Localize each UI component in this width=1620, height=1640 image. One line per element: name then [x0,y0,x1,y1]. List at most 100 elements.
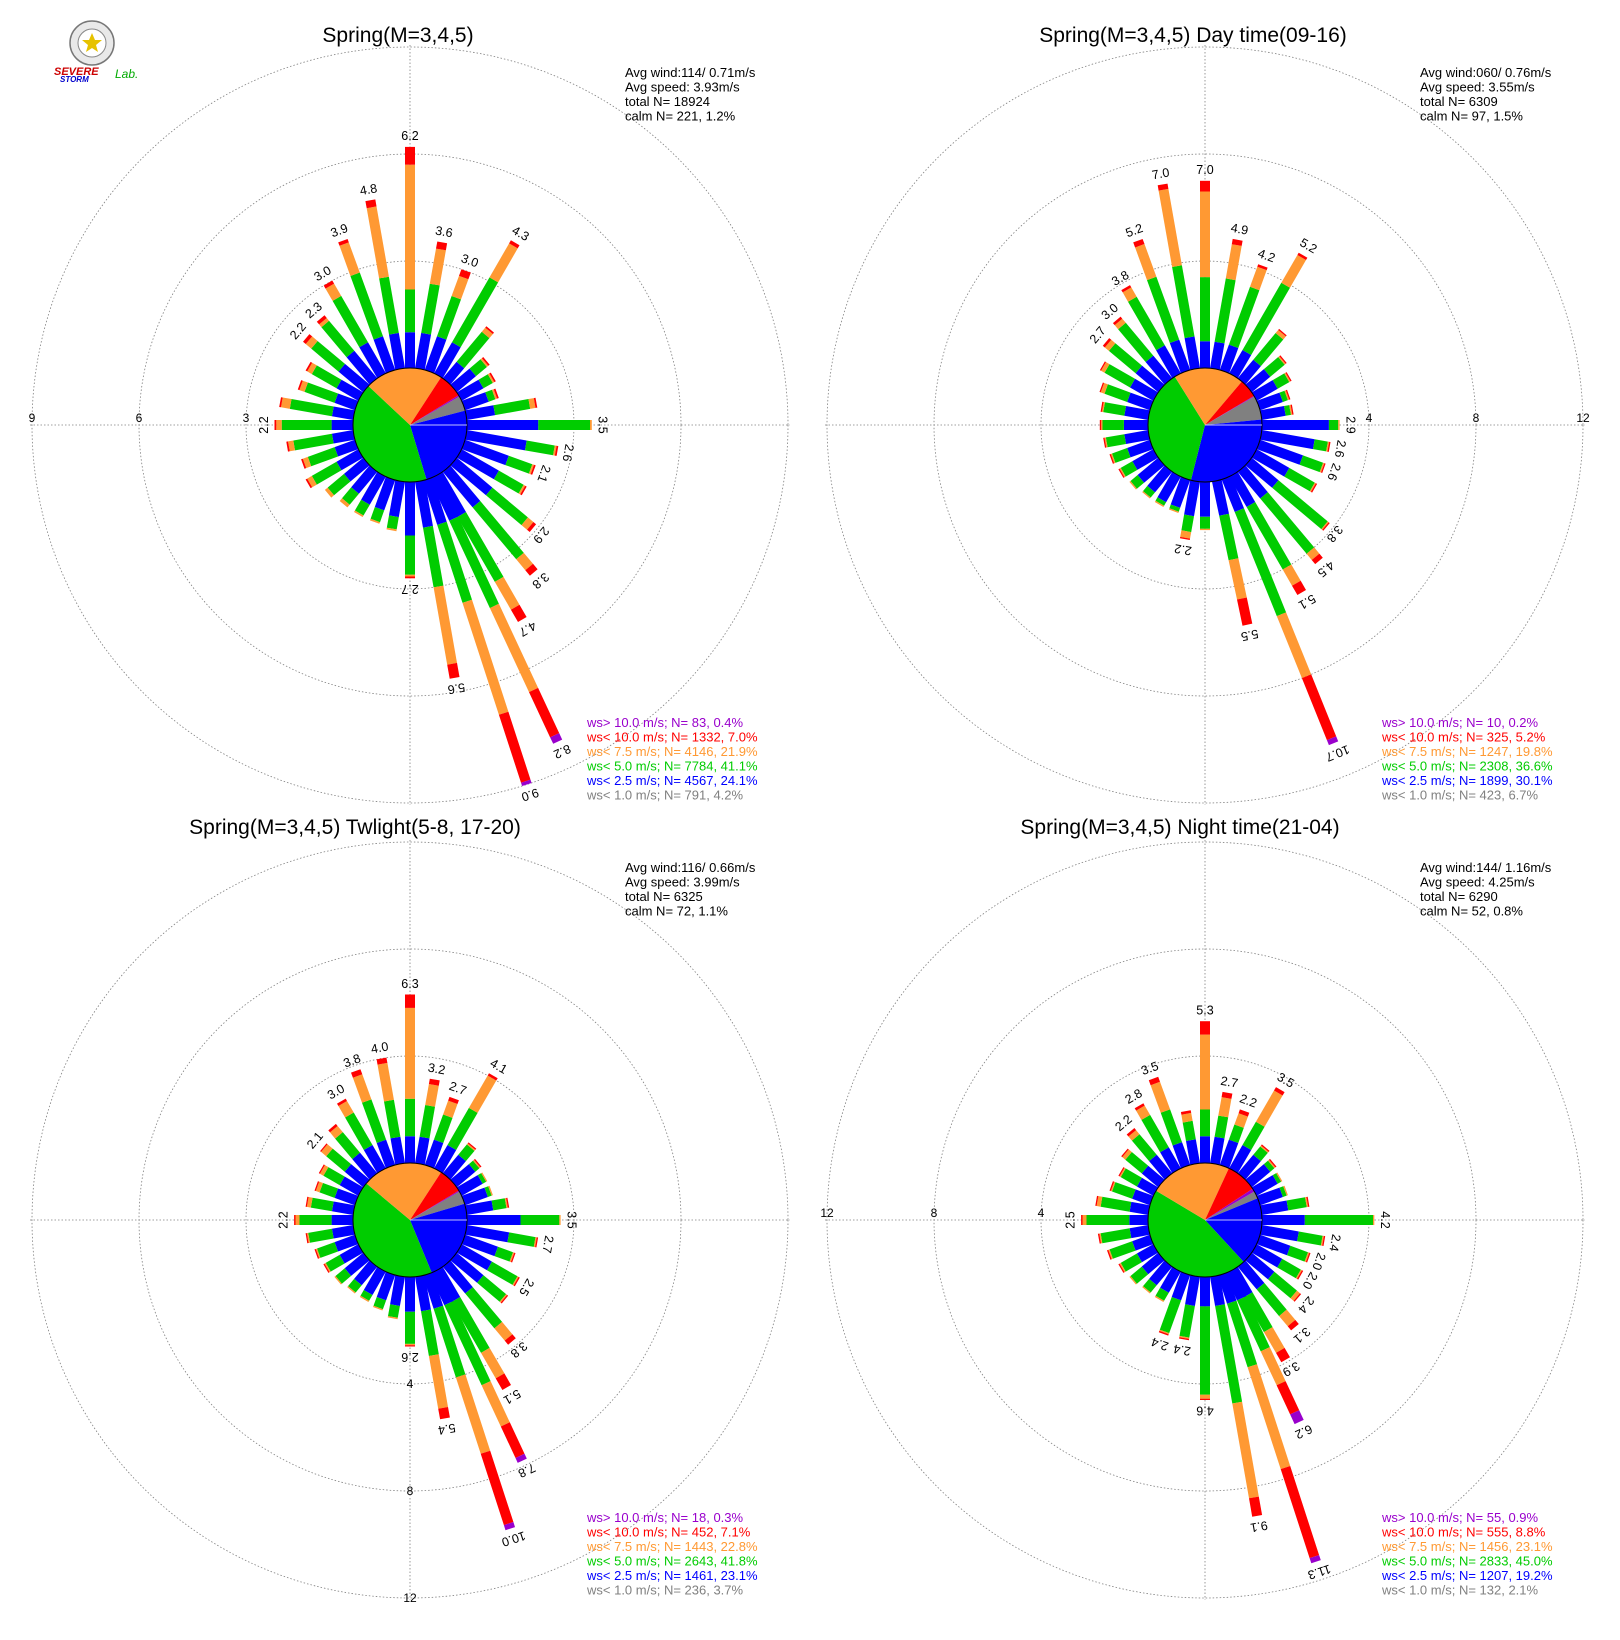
bar-segment-lt2_5 [336,449,364,471]
direction-bar [450,1252,509,1304]
bar-segment-lt2_5 [1237,1260,1265,1290]
direction-bar [1262,420,1340,430]
bar-segment-lt5 [1253,333,1284,367]
direction-bar [405,146,415,368]
bar-value-label: 2.2 [1238,1091,1259,1110]
bar-segment-lt10 [1301,674,1337,741]
bar-segment-lt7_5 [1101,402,1105,413]
bar-segment-lt10 [530,464,536,475]
bar-segment-lt10 [305,478,313,489]
bar-segment-lt5 [1182,1120,1196,1141]
bar-segment-lt2_5 [1132,1234,1154,1251]
stats-line: calm N= 97, 1.5% [1420,109,1523,124]
bar-segment-lt5 [307,447,338,467]
bar-segment-lt7_5 [324,487,334,498]
pie-slice-lt2_5 [1205,1198,1262,1262]
bar-value-label: 3.0 [325,1081,347,1102]
bar-segment-lt5 [1179,1304,1195,1338]
bar-segment-lt2_5 [1256,392,1283,411]
bar-segment-lt10 [297,380,303,391]
pie-slice-lt7_5 [1156,1162,1229,1220]
direction-bar [1219,264,1268,374]
bar-segment-lt2_5 [374,476,396,511]
bar-value-label: 3.5 [596,416,610,433]
bar-segment-lt5 [1328,420,1339,430]
pie-slice-lt5 [353,1183,432,1277]
bar-segment-lt10 [1274,1087,1285,1096]
bar-segment-lt5 [310,1197,334,1212]
bar-segment-lt2_5 [442,1154,466,1180]
stats-line: Avg speed: 3.55m/s [1420,80,1535,95]
bar-segment-lt10 [510,1252,516,1263]
bar-segment-lt7_5 [1110,1181,1116,1192]
bar-segment-lt5 [507,1232,536,1247]
bar-segment-lt2_5 [1124,406,1150,420]
bar-segment-lt2_5 [424,336,447,374]
bar-value-label: 2.8 [1123,1086,1145,1107]
bar-segment-lt7_5 [1373,1215,1375,1225]
direction-bar [373,1271,396,1311]
bar-segment-gt10 [550,733,563,744]
bar-segment-lt5 [348,1278,362,1293]
bar-segment-lt7_5 [1283,1185,1288,1196]
bar-segment-lt10 [1180,1110,1192,1115]
direction-bar [1100,401,1150,420]
bar-segment-lt2_5 [465,430,527,451]
bar-segment-lt2_5 [1132,449,1159,470]
bar-segment-lt5 [449,516,499,609]
bar-segment-lt10 [1109,1181,1115,1191]
bar-segment-lt10 [303,334,313,344]
bar-segment-lt2_5 [405,332,415,368]
bar-segment-lt7_5 [462,599,509,715]
legend-entry-lt2_5: ws< 2.5 m/s; N= 1207, 19.2% [1381,1568,1553,1583]
bar-segment-lt7_5 [387,1316,398,1320]
legend-entry-lt2_5: ws< 2.5 m/s; N= 1899, 30.1% [1381,773,1553,788]
radial-tick-label: 12 [820,1206,834,1220]
bar-segment-lt5 [1272,1173,1282,1184]
bar-segment-lt7_5 [1284,390,1290,401]
direction-bar [1107,1234,1154,1260]
bar-segment-lt7_5 [429,248,446,286]
bar-segment-lt2_5 [461,439,509,466]
bar-segment-lt5 [1243,1292,1273,1333]
direction-bar [429,474,563,744]
bar-segment-lt2_5 [1136,1244,1159,1263]
bar-value-label: 11.3 [1306,1562,1333,1583]
bar-segment-lt5 [437,296,461,340]
direction-bar [1200,1277,1210,1400]
bar-segment-lt2_5 [1136,1177,1159,1196]
bar-segment-lt2_5 [461,1187,488,1206]
bar-segment-lt2_5 [331,1201,355,1215]
bar-segment-lt5 [1100,1196,1132,1212]
bar-segment-lt7_5 [1279,1309,1296,1327]
bar-value-label: 5.5 [1240,626,1260,643]
bar-value-label: 2.7 [401,582,418,596]
bar-segment-lt7_5 [1218,1097,1232,1118]
bar-value-label: 2.1 [534,463,553,484]
direction-bar [461,1234,516,1263]
bar-segment-lt10 [301,458,307,469]
bar-segment-lt2_5 [415,1275,431,1312]
direction-bar [387,1275,405,1320]
bar-segment-lt10 [1276,1347,1290,1363]
bar-value-label: 5.2 [1297,235,1319,256]
bar-segment-lt5 [1155,1287,1169,1301]
bar-segment-lt5 [493,399,531,416]
direction-bar [1256,439,1326,473]
bar-segment-lt5 [405,289,415,333]
direction-bar [359,1266,386,1302]
bar-segment-lt7_5 [1250,266,1267,291]
direction-bar [369,476,396,524]
direction-bar [305,1225,355,1244]
bar-segment-lt7_5 [1320,1235,1324,1246]
bar-segment-lt10 [305,1233,309,1244]
bar-segment-lt2_5 [1256,1187,1283,1206]
bar-segment-lt7_5 [425,1084,439,1107]
direction-bar [324,457,370,498]
bar-segment-lt7_5 [319,1165,329,1176]
bar-segment-lt5 [321,320,355,358]
bar-segment-lt7_5 [386,527,397,532]
bar-segment-lt5 [299,1215,332,1225]
direction-bar [386,480,405,532]
bar-segment-lt2_5 [346,350,378,385]
